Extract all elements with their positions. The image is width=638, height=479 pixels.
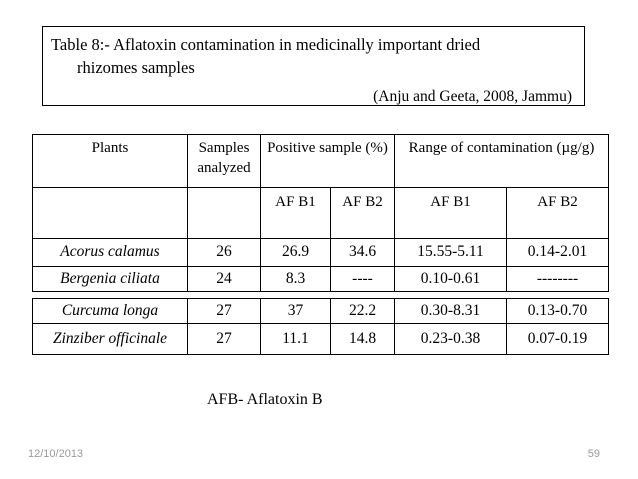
footer-page-number: 59: [587, 448, 600, 460]
table-row-range-afb1: 15.55-5.11: [395, 239, 507, 267]
table-row-range-afb1: 0.10-0.61: [395, 267, 507, 292]
table-row-range-afb2: 0.07-0.19: [507, 324, 609, 355]
table-row-samples: 27: [188, 324, 261, 355]
subheader-pos-afb2: AF B2: [331, 188, 395, 239]
title-box: Table 8:- Aflatoxin contamination in med…: [42, 26, 585, 106]
table-row-range-afb1: 0.23-0.38: [395, 324, 507, 355]
subheader-range-afb2: AF B2: [507, 188, 609, 239]
col-header-plants: Plants: [33, 135, 188, 188]
table-row-range-afb2: --------: [507, 267, 609, 292]
table-upper-section: Plants Samples analyzed Positive sample …: [32, 134, 609, 292]
table-row-plant-name: Acorus calamus: [33, 239, 188, 267]
footer-date: 12/10/2013: [28, 448, 84, 460]
table-row-pos-afb2: 14.8: [331, 324, 395, 355]
slide-title-line1: Table 8:- Aflatoxin contamination in med…: [51, 35, 481, 54]
table-row-pos-afb1: 8.3: [261, 267, 331, 292]
table-row-samples: 24: [188, 267, 261, 292]
table-row-samples: 27: [188, 299, 261, 324]
title-attribution: (Anju and Geeta, 2008, Jammu): [373, 88, 572, 105]
table-row-pos-afb2: ----: [331, 267, 395, 292]
table-lower-section: Curcuma longa 27 37 22.2 0.30-8.31 0.13-…: [32, 298, 609, 355]
table-row-pos-afb1: 11.1: [261, 324, 331, 355]
col-header-samples-analyzed: Samples analyzed: [188, 135, 261, 188]
subheader-pos-afb1: AF B1: [261, 188, 331, 239]
table-row-pos-afb2: 34.6: [331, 239, 395, 267]
table-row-plant-name: Curcuma longa: [33, 299, 188, 324]
table-row-range-afb2: 0.13-0.70: [507, 299, 609, 324]
table-row-plant-name: Zinziber officinale: [33, 324, 188, 355]
table-row-pos-afb1: 26.9: [261, 239, 331, 267]
table-row-plant-name: Bergenia ciliata: [33, 267, 188, 292]
table-row-pos-afb2: 22.2: [331, 299, 395, 324]
table-row-range-afb1: 0.30-8.31: [395, 299, 507, 324]
subheader-empty-plants: [33, 188, 188, 239]
footnote-afb-legend: AFB- Aflatoxin B: [207, 391, 323, 408]
subheader-empty-samples: [188, 188, 261, 239]
table-row-pos-afb1: 37: [261, 299, 331, 324]
table-row-samples: 26: [188, 239, 261, 267]
subheader-range-afb1: AF B1: [395, 188, 507, 239]
slide-title-line2: rhizomes samples: [77, 58, 195, 77]
aflatoxin-table: Plants Samples analyzed Positive sample …: [32, 134, 609, 355]
table-row-range-afb2: 0.14-2.01: [507, 239, 609, 267]
col-header-positive-sample: Positive sample (%): [261, 135, 395, 188]
col-header-range-contamination: Range of contamination (µg/g): [395, 135, 609, 188]
